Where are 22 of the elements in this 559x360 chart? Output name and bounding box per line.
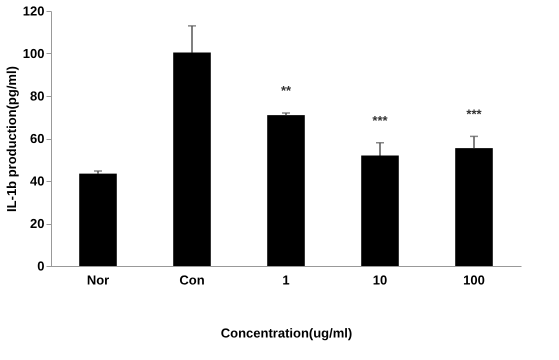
bar [173, 52, 211, 266]
x-axis-title: Concentration(ug/ml) [220, 326, 352, 340]
y-tick-label: 0 [37, 258, 44, 274]
x-tick-label: 10 [372, 272, 388, 288]
y-axis-title: IL-1b production(pg/ml) [4, 66, 19, 212]
y-tick-label: 80 [30, 88, 44, 104]
y-tick-label: 100 [22, 46, 44, 61]
x-tick-label: Con [179, 272, 205, 288]
annotation: *** [372, 112, 389, 128]
bar [267, 115, 305, 266]
y-tick-label: 120 [22, 4, 44, 18]
bar [79, 174, 117, 266]
annotation: *** [466, 106, 483, 122]
bar [455, 148, 493, 266]
bar [361, 156, 399, 266]
y-tick-label: 40 [30, 174, 44, 188]
x-tick-label: 100 [463, 272, 485, 288]
y-tick-label: 60 [30, 131, 44, 146]
x-tick-label: 1 [282, 272, 290, 288]
x-tick-label: Nor [86, 272, 110, 288]
y-tick-label: 20 [30, 216, 44, 231]
annotation: ** [280, 83, 292, 98]
